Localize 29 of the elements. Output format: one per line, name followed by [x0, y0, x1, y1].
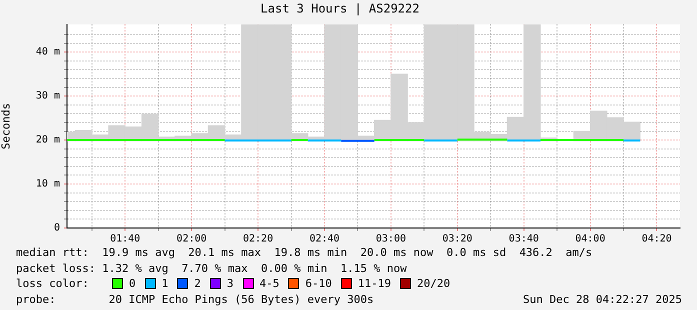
y-tick-label: 40 m [36, 46, 60, 58]
text: median rtt: 19.9 ms avg 20.1 ms max 19.8 ms min 20.0 ms now 0.0 ms sd 436.2 am/s [16, 245, 594, 260]
legend-label: 6-10 [305, 276, 332, 292]
text: Sun Dec 28 04:22:27 2025 [523, 292, 682, 307]
legend-label: 0 [129, 276, 136, 292]
legend-label: 11-19 [358, 276, 391, 292]
text: probe: 20 ICMP Echo Pings (56 Bytes) every 300s [16, 292, 374, 307]
x-tick-label: 03:00 [376, 234, 406, 245]
legend-title: loss color: [16, 276, 90, 292]
x-tick-label: 02:40 [309, 234, 340, 245]
x-tick-label: 01:40 [110, 234, 140, 245]
chart-title: Last 3 Hours | AS29222 [260, 1, 420, 16]
legend-label: 2 [194, 276, 201, 292]
x-tick-label: 04:00 [575, 234, 606, 245]
legend-label: 4-5 [260, 276, 280, 292]
y-tick-label: 20 m [36, 134, 60, 146]
y-tick-label: 0 [54, 222, 60, 234]
x-tick-label: 02:00 [176, 234, 207, 245]
x-tick-label: 02:20 [242, 234, 274, 245]
y-tick-label: 30 m [36, 90, 60, 102]
legend-label: 1 [162, 276, 168, 292]
legend-label: 20/20 [417, 276, 450, 292]
x-tick-label: 04:20 [642, 234, 672, 245]
text: packet loss: 1.32 % avg 7.70 % max 0.00 % min 1.15 % now [16, 260, 408, 276]
y-axis-title: Seconds [0, 103, 12, 150]
x-tick-label: 03:20 [442, 234, 472, 245]
y-tick-label: 10 m [36, 178, 60, 190]
x-tick-label: 03:40 [508, 234, 539, 245]
legend-label: 3 [226, 276, 234, 292]
